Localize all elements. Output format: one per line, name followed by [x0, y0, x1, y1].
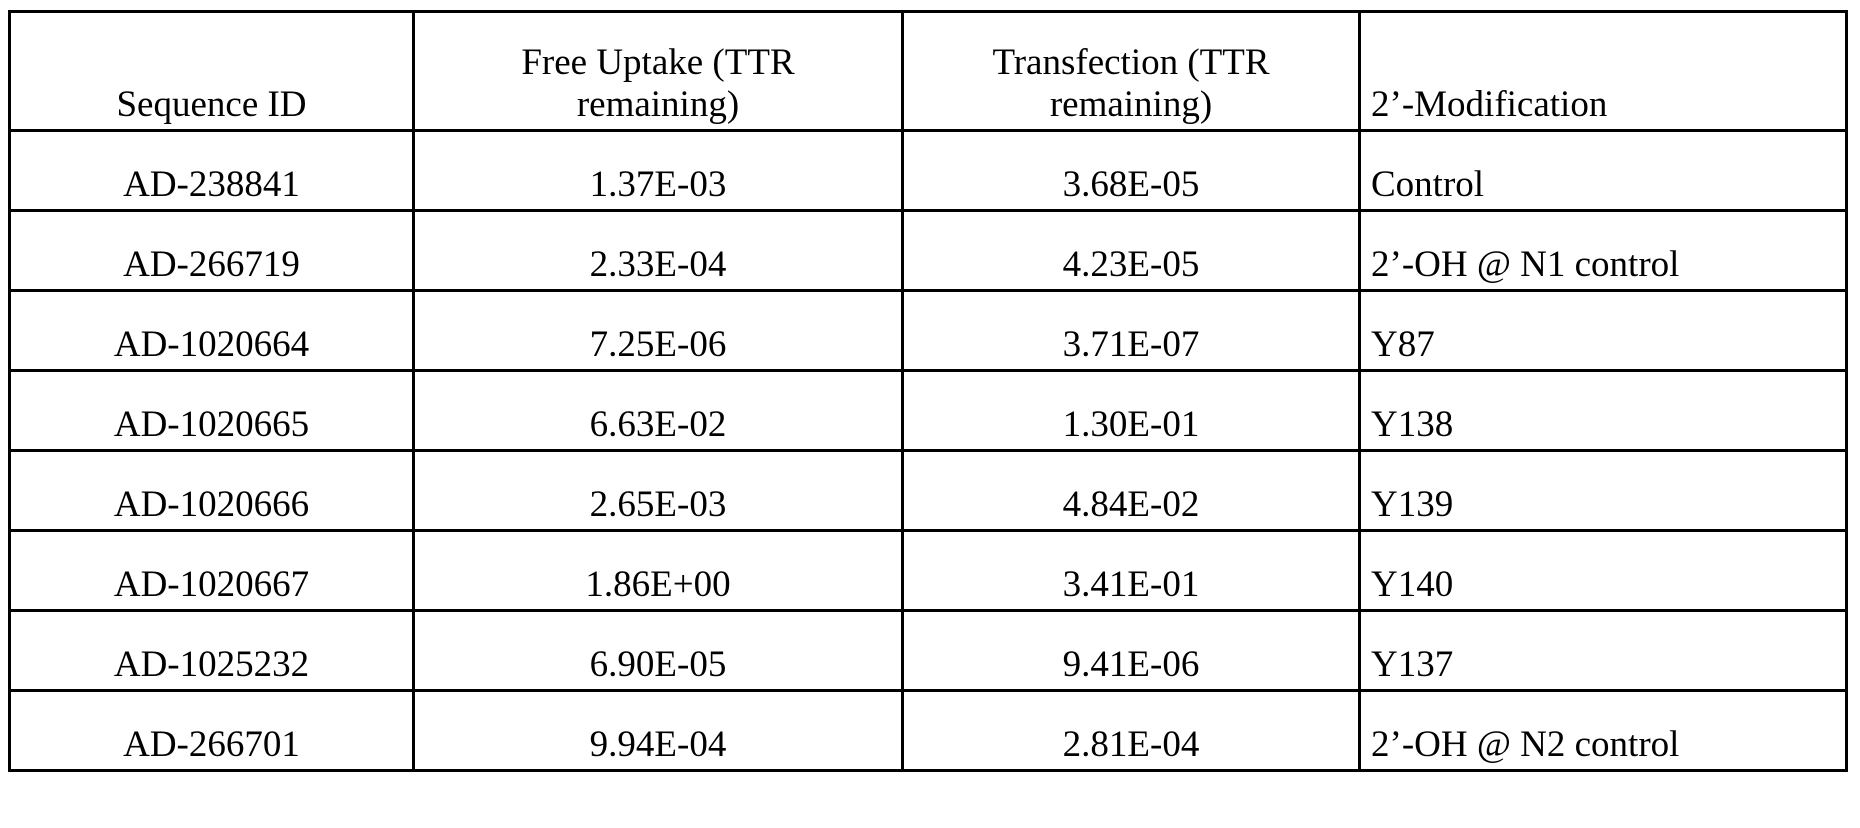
cell-sequence-id: AD-238841 — [10, 131, 414, 211]
column-header-free-uptake-line-1: Free Uptake (TTR — [421, 42, 895, 83]
column-header-free-uptake-line-2: remaining) — [421, 84, 895, 125]
column-header-transfection: Transfection (TTR remaining) — [903, 12, 1360, 131]
cell-free-uptake: 1.37E-03 — [414, 131, 903, 211]
sequence-modification-table: Sequence ID Free Uptake (TTR remaining) … — [8, 10, 1848, 772]
column-header-sequence-id-line-1: Sequence ID — [17, 84, 406, 125]
cell-transfection: 2.81E-04 — [903, 691, 1360, 771]
cell-modification: Y87 — [1360, 291, 1847, 371]
cell-sequence-id: AD-1020666 — [10, 451, 414, 531]
column-header-free-uptake: Free Uptake (TTR remaining) — [414, 12, 903, 131]
table-body: AD-238841 1.37E-03 3.68E-05 Control AD-2… — [10, 131, 1847, 771]
table-row: AD-266701 9.94E-04 2.81E-04 2’-OH @ N2 c… — [10, 691, 1847, 771]
cell-modification: Y137 — [1360, 611, 1847, 691]
cell-free-uptake: 9.94E-04 — [414, 691, 903, 771]
cell-modification: Y138 — [1360, 371, 1847, 451]
cell-transfection: 4.84E-02 — [903, 451, 1360, 531]
table-header-row: Sequence ID Free Uptake (TTR remaining) … — [10, 12, 1847, 131]
column-header-transfection-line-2: remaining) — [910, 84, 1352, 125]
cell-free-uptake: 7.25E-06 — [414, 291, 903, 371]
cell-transfection: 3.41E-01 — [903, 531, 1360, 611]
cell-modification: Y139 — [1360, 451, 1847, 531]
column-header-transfection-line-1: Transfection (TTR — [910, 42, 1352, 83]
cell-free-uptake: 6.90E-05 — [414, 611, 903, 691]
cell-free-uptake: 6.63E-02 — [414, 371, 903, 451]
column-header-modification: 2’-Modification — [1360, 12, 1847, 131]
table-row: AD-1020666 2.65E-03 4.84E-02 Y139 — [10, 451, 1847, 531]
table-row: AD-238841 1.37E-03 3.68E-05 Control — [10, 131, 1847, 211]
cell-sequence-id: AD-266719 — [10, 211, 414, 291]
cell-free-uptake: 1.86E+00 — [414, 531, 903, 611]
cell-modification: Y140 — [1360, 531, 1847, 611]
cell-sequence-id: AD-1025232 — [10, 611, 414, 691]
document-page: Sequence ID Free Uptake (TTR remaining) … — [0, 0, 1860, 828]
column-header-modification-line-1: 2’-Modification — [1371, 84, 1839, 125]
cell-modification: 2’-OH @ N2 control — [1360, 691, 1847, 771]
table-head: Sequence ID Free Uptake (TTR remaining) … — [10, 12, 1847, 131]
table-row: AD-1020667 1.86E+00 3.41E-01 Y140 — [10, 531, 1847, 611]
cell-transfection: 3.71E-07 — [903, 291, 1360, 371]
column-header-sequence-id: Sequence ID — [10, 12, 414, 131]
cell-free-uptake: 2.65E-03 — [414, 451, 903, 531]
cell-sequence-id: AD-1020667 — [10, 531, 414, 611]
table-row: AD-266719 2.33E-04 4.23E-05 2’-OH @ N1 c… — [10, 211, 1847, 291]
cell-transfection: 4.23E-05 — [903, 211, 1360, 291]
cell-sequence-id: AD-266701 — [10, 691, 414, 771]
cell-transfection: 3.68E-05 — [903, 131, 1360, 211]
cell-sequence-id: AD-1020664 — [10, 291, 414, 371]
cell-modification: Control — [1360, 131, 1847, 211]
cell-transfection: 1.30E-01 — [903, 371, 1360, 451]
table-row: AD-1025232 6.90E-05 9.41E-06 Y137 — [10, 611, 1847, 691]
cell-free-uptake: 2.33E-04 — [414, 211, 903, 291]
cell-modification: 2’-OH @ N1 control — [1360, 211, 1847, 291]
table-row: AD-1020664 7.25E-06 3.71E-07 Y87 — [10, 291, 1847, 371]
table-row: AD-1020665 6.63E-02 1.30E-01 Y138 — [10, 371, 1847, 451]
cell-sequence-id: AD-1020665 — [10, 371, 414, 451]
cell-transfection: 9.41E-06 — [903, 611, 1360, 691]
